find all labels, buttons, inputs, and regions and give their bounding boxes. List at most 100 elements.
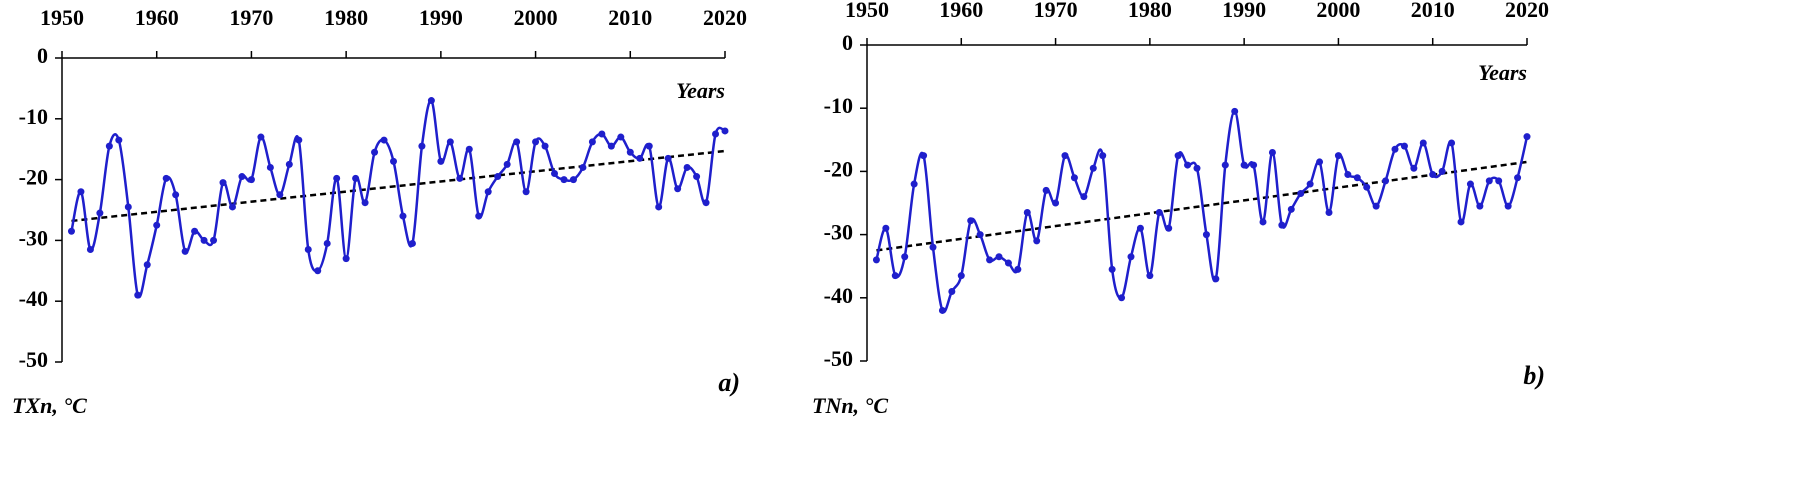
data-point: [1353, 174, 1361, 182]
data-point: [683, 163, 691, 171]
x-axis-label: Years: [1478, 60, 1527, 85]
data-point: [957, 272, 965, 280]
x-tick-label: 1960: [939, 0, 983, 22]
data-point: [636, 154, 644, 162]
data-point: [1033, 237, 1041, 245]
data-point: [1136, 224, 1144, 232]
data-point: [607, 142, 615, 150]
data-point: [1184, 161, 1192, 169]
data-point: [1202, 231, 1210, 239]
x-tick-label: 1990: [419, 5, 463, 30]
data-point: [143, 261, 151, 269]
data-point: [77, 188, 85, 196]
data-point: [1334, 152, 1342, 160]
data-point: [437, 157, 445, 165]
data-point: [1382, 177, 1390, 185]
data-point: [1287, 205, 1295, 213]
data-point: [1391, 145, 1399, 153]
y-tick-label: -50: [824, 346, 853, 371]
data-point: [995, 253, 1003, 261]
data-point: [891, 272, 899, 280]
y-axis-label: TNn, °C: [812, 393, 888, 418]
y-tick-label: -30: [824, 220, 853, 245]
data-point: [1316, 158, 1324, 166]
x-tick-label: 1960: [135, 5, 179, 30]
data-point: [920, 152, 928, 160]
data-point: [948, 287, 956, 295]
data-point: [1052, 199, 1060, 207]
y-tick-label: -10: [19, 104, 48, 129]
data-point: [1118, 294, 1126, 302]
data-point: [541, 142, 549, 150]
data-point: [938, 306, 946, 314]
data-point: [626, 148, 634, 156]
x-tick-label: 2000: [514, 5, 558, 30]
data-point: [285, 160, 293, 168]
data-point: [105, 142, 113, 150]
data-point: [96, 209, 104, 217]
data-point: [1372, 202, 1380, 210]
data-point: [532, 138, 540, 146]
data-point: [238, 173, 246, 181]
x-tick-label: 1970: [1034, 0, 1078, 22]
data-point: [1476, 202, 1484, 210]
data-point: [1448, 139, 1456, 147]
data-point: [257, 133, 265, 141]
data-point: [314, 267, 322, 275]
data-point: [333, 174, 341, 182]
data-point: [276, 191, 284, 199]
data-point: [323, 239, 331, 247]
data-point: [153, 221, 161, 229]
data-point: [266, 163, 274, 171]
data-point: [1419, 139, 1427, 147]
y-tick-label: 0: [37, 43, 48, 68]
data-point: [645, 142, 653, 150]
data-point: [910, 180, 918, 188]
data-point: [976, 231, 984, 239]
data-point: [503, 160, 511, 168]
data-point: [560, 176, 568, 184]
data-point: [1344, 171, 1352, 179]
data-point: [1325, 208, 1333, 216]
data-point: [67, 227, 75, 235]
data-point: [115, 136, 123, 144]
x-tick-label: 2020: [1505, 0, 1549, 22]
data-point: [513, 138, 521, 146]
data-point: [588, 138, 596, 146]
data-point: [1014, 265, 1022, 273]
data-point: [247, 176, 255, 184]
data-point: [617, 133, 625, 141]
data-point: [181, 247, 189, 255]
data-point: [210, 236, 218, 244]
data-point: [702, 199, 710, 207]
data-point: [872, 256, 880, 264]
data-point: [390, 157, 397, 165]
data-point: [664, 154, 672, 162]
data-point: [1221, 161, 1229, 169]
data-point: [295, 136, 303, 144]
x-tick-label: 1990: [1222, 0, 1266, 22]
data-point: [1240, 161, 1248, 169]
data-point: [475, 212, 483, 220]
x-tick-label: 2010: [608, 5, 652, 30]
y-tick-label: -30: [19, 225, 48, 250]
data-point: [1410, 164, 1418, 172]
x-tick-label: 1980: [324, 5, 368, 30]
data-point: [551, 170, 559, 178]
data-point: [124, 203, 132, 211]
data-point: [399, 212, 407, 220]
data-point: [522, 188, 530, 196]
data-point: [569, 176, 577, 184]
data-point: [191, 227, 199, 235]
data-point: [172, 191, 180, 199]
x-tick-label: 1970: [229, 5, 273, 30]
data-point: [1080, 193, 1088, 201]
data-point: [1278, 221, 1286, 229]
data-point: [1212, 275, 1220, 283]
data-point: [1485, 177, 1493, 185]
y-tick-label: -40: [824, 283, 853, 308]
y-tick-label: -20: [824, 156, 853, 181]
data-point: [465, 145, 473, 153]
data-point: [929, 243, 937, 251]
data-point: [418, 142, 426, 150]
